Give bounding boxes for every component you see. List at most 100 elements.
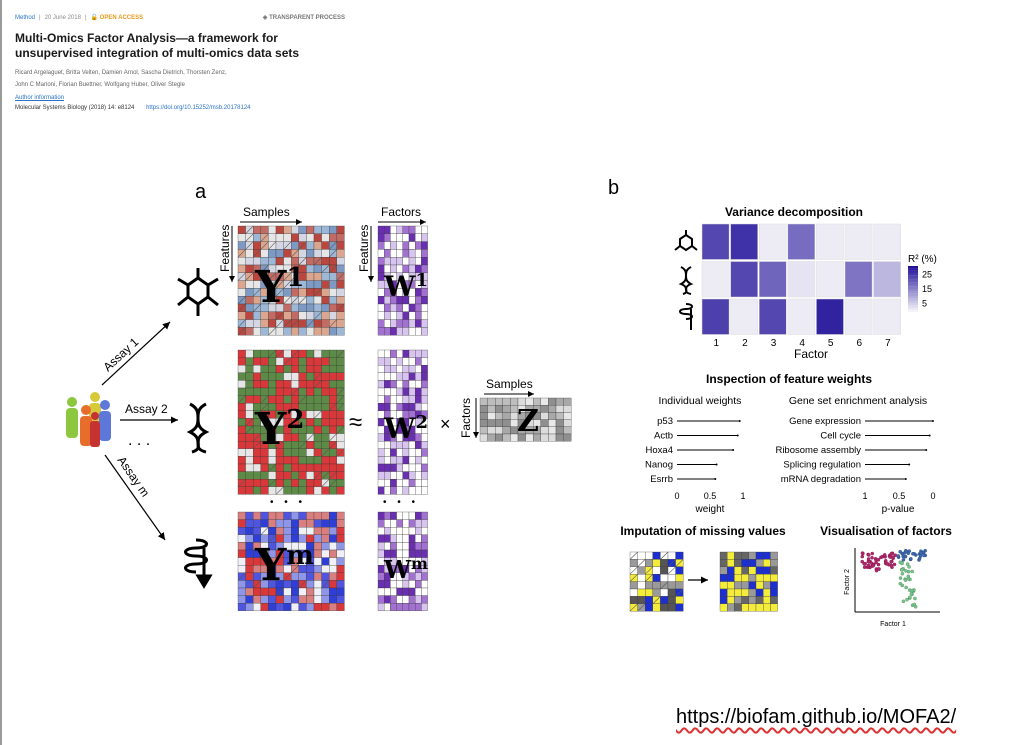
w1-cell	[415, 233, 422, 242]
samples-label: Samples	[243, 205, 290, 219]
imputed-cell	[741, 559, 749, 567]
ym-cell	[298, 587, 307, 596]
ym-cell	[298, 595, 307, 604]
w1-cell	[396, 225, 403, 234]
w2-cell	[402, 372, 410, 381]
y2-cell	[237, 372, 246, 381]
missing-value-mark	[283, 319, 292, 328]
y2-cell	[336, 479, 345, 487]
w1-cell	[402, 249, 410, 258]
feature-label: Esrrb	[650, 474, 673, 485]
w2-cell	[402, 357, 410, 366]
ym-cell	[283, 519, 292, 528]
y1-cell	[275, 249, 284, 258]
y2-cell	[237, 441, 246, 449]
missing-value-mark	[275, 311, 284, 320]
ym-cell	[336, 587, 345, 596]
imputation-cell	[645, 581, 653, 590]
w1-cell	[402, 257, 410, 266]
y1-cell	[291, 303, 299, 312]
missing-value-mark	[268, 327, 277, 336]
ym-cell	[329, 511, 337, 520]
missing-value-mark	[321, 478, 330, 488]
factor-scatter	[854, 548, 940, 613]
open-access-badge: 🔓 OPEN ACCESS	[90, 15, 144, 21]
imputation-cell	[652, 574, 661, 582]
y2-cell	[260, 471, 269, 480]
authors-line-1[interactable]: Ricard Argelaguet, Britta Velten, Damien…	[15, 70, 227, 76]
factor-axis-label: Factor	[794, 347, 828, 361]
y1-cell	[336, 264, 345, 273]
w2-cell	[408, 463, 416, 472]
author-information-link[interactable]: Author information	[15, 95, 65, 101]
y2-cell	[298, 387, 307, 396]
y2-cell	[253, 387, 261, 396]
y1-cell	[321, 233, 330, 242]
w2-cell	[390, 479, 397, 487]
y2-cell	[321, 372, 330, 381]
ym-cell	[329, 565, 337, 573]
heatmap-cell	[758, 261, 787, 298]
y1-cell	[306, 233, 315, 242]
y2-cell	[329, 372, 337, 381]
w2-cell	[377, 349, 385, 358]
y1-cell	[237, 241, 246, 250]
doi-link[interactable]: https://doi.org/10.15252/msb.20178124	[146, 105, 251, 111]
ym-cell	[298, 603, 307, 611]
y2-cell	[298, 456, 307, 465]
y1-cell	[291, 327, 299, 336]
heatmap-cell	[758, 223, 787, 260]
w1-cell	[402, 233, 410, 242]
weight-point	[714, 478, 717, 480]
factor-tick-label: 1	[714, 338, 720, 349]
missing-value-mark	[268, 241, 277, 250]
ym-cell	[245, 549, 254, 558]
z-cell	[487, 419, 496, 427]
w2-cell	[396, 479, 403, 487]
wm-cell	[377, 534, 385, 543]
y2-cell	[321, 357, 330, 366]
y2-cell	[260, 349, 269, 358]
scatter-point	[888, 555, 893, 559]
w2-cell	[384, 463, 391, 472]
z-cell	[563, 419, 572, 427]
feature-label: Actb	[654, 431, 673, 442]
z-cell	[495, 426, 503, 435]
imputed-cell	[755, 596, 764, 604]
footer-url[interactable]: https://biofam.github.io/MOFA2/	[676, 706, 957, 728]
article-type[interactable]: Method	[15, 14, 36, 21]
w2-cell	[402, 471, 410, 480]
missing-value-mark	[283, 572, 292, 581]
scatter-point	[866, 553, 871, 557]
ym-cell	[313, 587, 322, 596]
w1-cell	[408, 319, 416, 328]
ym-cell	[321, 557, 330, 566]
y1-cell	[313, 272, 322, 281]
y2-cell	[321, 463, 330, 472]
w1-cell	[421, 233, 428, 242]
y2-cell	[245, 486, 254, 495]
z-cell	[495, 397, 503, 406]
imputed-cell	[719, 559, 728, 567]
authors-line-2[interactable]: John C Marioni, Florian Buettner, Wolfga…	[15, 82, 185, 88]
w2-cell	[415, 433, 422, 442]
y2-cell	[253, 479, 261, 487]
ym-cell	[336, 580, 345, 589]
scatter-point	[862, 562, 866, 566]
z-cell	[495, 433, 503, 442]
z-cell	[502, 405, 511, 413]
y1-cell	[321, 272, 330, 281]
scatter-point	[870, 551, 874, 556]
ym-cell	[306, 572, 315, 581]
w1-cell	[421, 296, 428, 305]
dna-icon	[186, 402, 210, 454]
heatmap-cell	[701, 261, 730, 298]
y1-cell	[313, 296, 322, 305]
transparent-process-badge[interactable]: ◈ TRANSPARENT PROCESS	[262, 15, 345, 21]
y2-cell	[291, 471, 299, 480]
wm-cell	[421, 603, 428, 611]
w1-cell	[408, 233, 416, 242]
w2-cell	[377, 448, 385, 457]
heatmap-cell	[816, 223, 844, 260]
y2-cell	[260, 463, 269, 472]
